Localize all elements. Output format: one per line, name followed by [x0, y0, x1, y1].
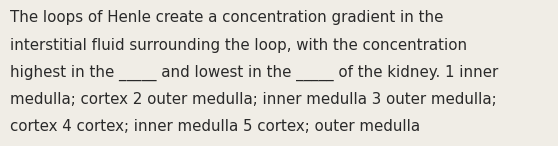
Text: interstitial fluid surrounding the loop, with the concentration: interstitial fluid surrounding the loop,…: [10, 38, 467, 53]
Text: The loops of Henle create a concentration gradient in the: The loops of Henle create a concentratio…: [10, 10, 444, 25]
Text: highest in the _____ and lowest in the _____ of the kidney. 1 inner: highest in the _____ and lowest in the _…: [10, 65, 498, 81]
Text: medulla; cortex 2 outer medulla; inner medulla 3 outer medulla;: medulla; cortex 2 outer medulla; inner m…: [10, 92, 497, 107]
Text: cortex 4 cortex; inner medulla 5 cortex; outer medulla: cortex 4 cortex; inner medulla 5 cortex;…: [10, 119, 420, 134]
